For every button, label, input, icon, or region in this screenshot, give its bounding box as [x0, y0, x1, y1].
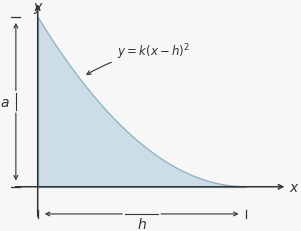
Text: $h$: $h$: [137, 216, 147, 231]
Text: $y$: $y$: [33, 1, 44, 16]
Text: $a$: $a$: [0, 95, 9, 109]
Polygon shape: [38, 18, 246, 187]
Text: $y = k(x - h)^2$: $y = k(x - h)^2$: [87, 42, 190, 75]
Text: $x$: $x$: [289, 180, 300, 194]
